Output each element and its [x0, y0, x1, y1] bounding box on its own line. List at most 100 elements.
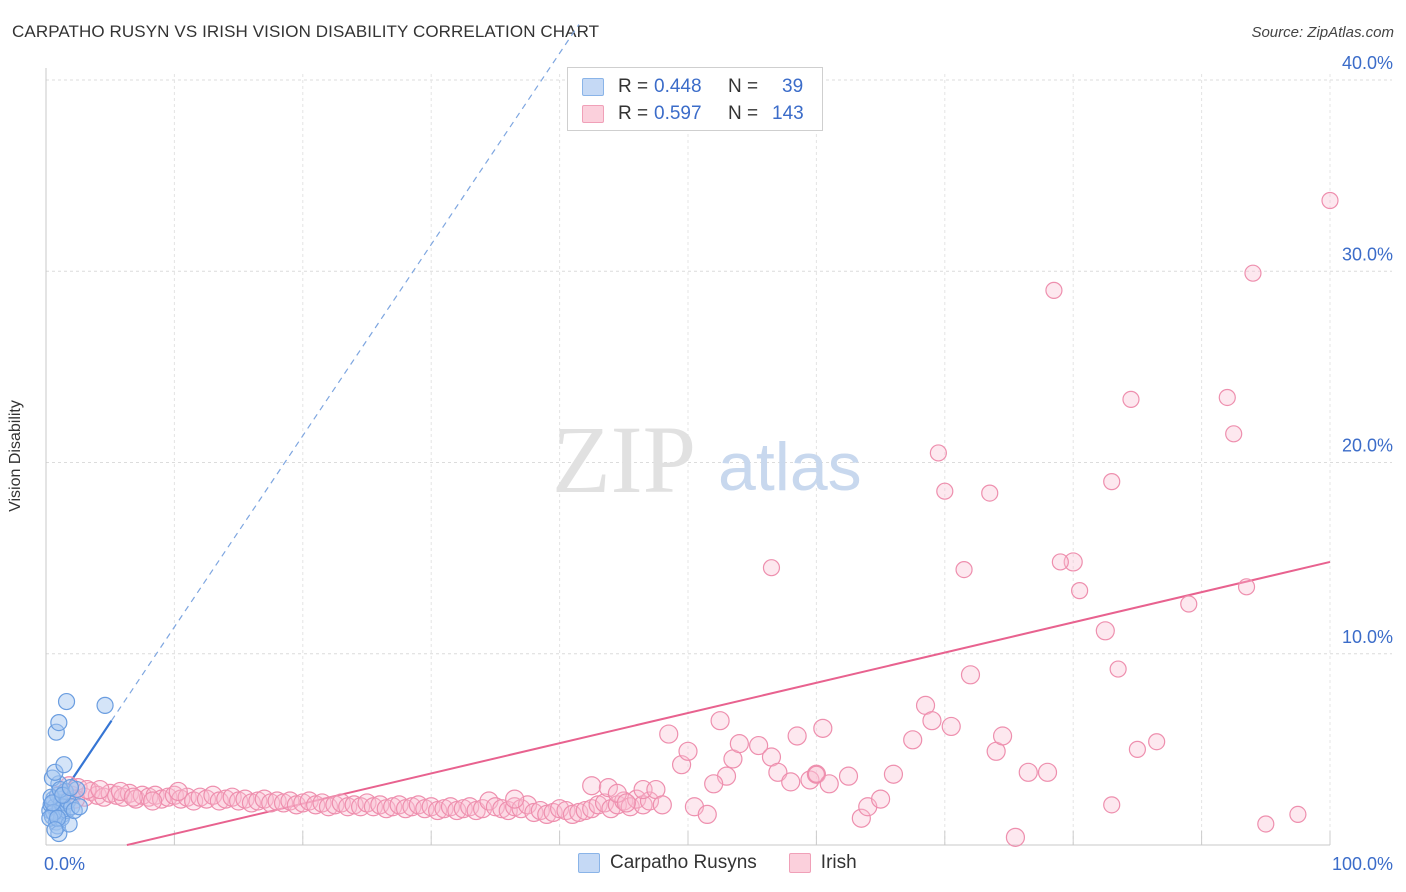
point-irish [806, 764, 827, 784]
point-irish [851, 808, 871, 828]
point-irish [1289, 805, 1307, 824]
point-irish [955, 560, 973, 579]
point-irish [616, 793, 636, 813]
point-irish [1051, 553, 1069, 571]
point-irish [787, 726, 807, 746]
point-irish [1071, 582, 1089, 600]
y-tick-label: 40.0% [1342, 53, 1393, 73]
y-tick-label: 10.0% [1342, 627, 1393, 647]
point-irish [710, 711, 730, 731]
point-irish [505, 789, 525, 809]
point-irish [168, 781, 188, 802]
n-value: 143 [772, 103, 804, 124]
chart-title: CARPATHO RUSYN VS IRISH VISION DISABILIT… [12, 22, 600, 41]
point-irish [762, 559, 781, 577]
x-tick-label: 100.0% [1332, 854, 1393, 874]
watermark: ZIP atlas [552, 406, 862, 513]
n-label: N = [728, 103, 759, 124]
point-irish [729, 734, 749, 754]
point-irish [582, 776, 602, 796]
point-carpatho [46, 821, 64, 839]
point-irish [922, 711, 942, 731]
point-irish [1225, 425, 1243, 443]
point-irish [936, 482, 954, 500]
point-irish [992, 726, 1013, 746]
point-irish [90, 779, 110, 800]
point-irish [870, 789, 891, 809]
point-irish [768, 762, 788, 782]
point-irish [659, 724, 679, 744]
legend-row-irish: R = 0.597 N = 143 [582, 102, 804, 126]
trend-line-carpatho-extension [110, 24, 580, 722]
r-label: R = [618, 103, 649, 124]
point-irish [1180, 595, 1198, 613]
data-points [41, 191, 1339, 847]
tick-labels: 10.0% 20.0% 30.0% 40.0% 0.0% 100.0% [44, 53, 1393, 874]
legend-label-irish: Irish [820, 852, 857, 873]
point-carpatho [47, 723, 65, 741]
point-irish [1103, 473, 1121, 491]
point-irish [1095, 621, 1115, 641]
point-irish [1018, 762, 1038, 782]
point-irish [1045, 281, 1063, 299]
x-tick-label: 0.0% [44, 854, 85, 874]
point-irish [819, 774, 839, 794]
point-irish [678, 741, 698, 761]
point-irish [1237, 578, 1256, 596]
point-irish [883, 764, 904, 784]
legend-swatch-carpatho [582, 78, 604, 96]
y-axis-label: Vision Disability [7, 400, 24, 512]
grid-lines [46, 74, 1392, 845]
y-tick-label: 20.0% [1342, 436, 1393, 456]
point-irish [1037, 762, 1058, 782]
r-value: 0.597 [654, 103, 702, 124]
legend-swatch-irish [788, 853, 811, 873]
point-irish [813, 718, 833, 738]
point-irish [1109, 660, 1127, 678]
point-irish [1257, 815, 1275, 833]
legend-row-carpatho: R = 0.448 N = 39 [582, 75, 803, 99]
point-carpatho [57, 692, 76, 711]
y-tick-label: 30.0% [1342, 244, 1393, 264]
watermark-zip: ZIP [552, 406, 696, 513]
point-carpatho [55, 756, 73, 774]
point-irish [929, 444, 947, 462]
legend-swatch-carpatho [578, 853, 600, 873]
point-irish [1148, 733, 1166, 751]
point-irish [652, 795, 672, 815]
point-irish [639, 791, 660, 811]
point-carpatho [50, 713, 68, 732]
stats-legend: R = 0.448 N = 39 R = 0.597 N = 143 [567, 67, 823, 131]
n-label: N = [728, 76, 759, 97]
point-irish [1244, 264, 1262, 282]
point-carpatho [61, 779, 79, 797]
point-irish [1103, 796, 1121, 814]
legend-item-irish: Irish [788, 852, 857, 874]
point-irish [1063, 552, 1083, 572]
point-irish [704, 774, 724, 794]
point-irish [903, 730, 923, 750]
point-irish [749, 735, 769, 756]
point-irish [142, 791, 163, 811]
point-irish [1218, 388, 1236, 407]
point-irish [838, 766, 859, 786]
point-irish [960, 665, 981, 685]
legend-item-carpatho: Carpatho Rusyns [578, 852, 757, 874]
r-value: 0.448 [654, 76, 702, 97]
point-irish [981, 484, 999, 502]
legend-label-carpatho: Carpatho Rusyns [610, 852, 757, 873]
axes [45, 68, 1331, 846]
point-irish [807, 765, 826, 783]
series-legend: Carpatho Rusyns Irish [578, 852, 889, 874]
point-irish [1122, 390, 1140, 408]
point-irish [697, 804, 717, 825]
point-irish [1005, 827, 1026, 847]
r-label: R = [618, 76, 649, 97]
point-irish [1128, 740, 1147, 758]
watermark-atlas: atlas [718, 429, 862, 505]
point-irish [1321, 191, 1339, 210]
source-credit: Source: ZipAtlas.com [1251, 24, 1394, 41]
point-irish [941, 716, 961, 737]
legend-swatch-irish [582, 105, 604, 123]
